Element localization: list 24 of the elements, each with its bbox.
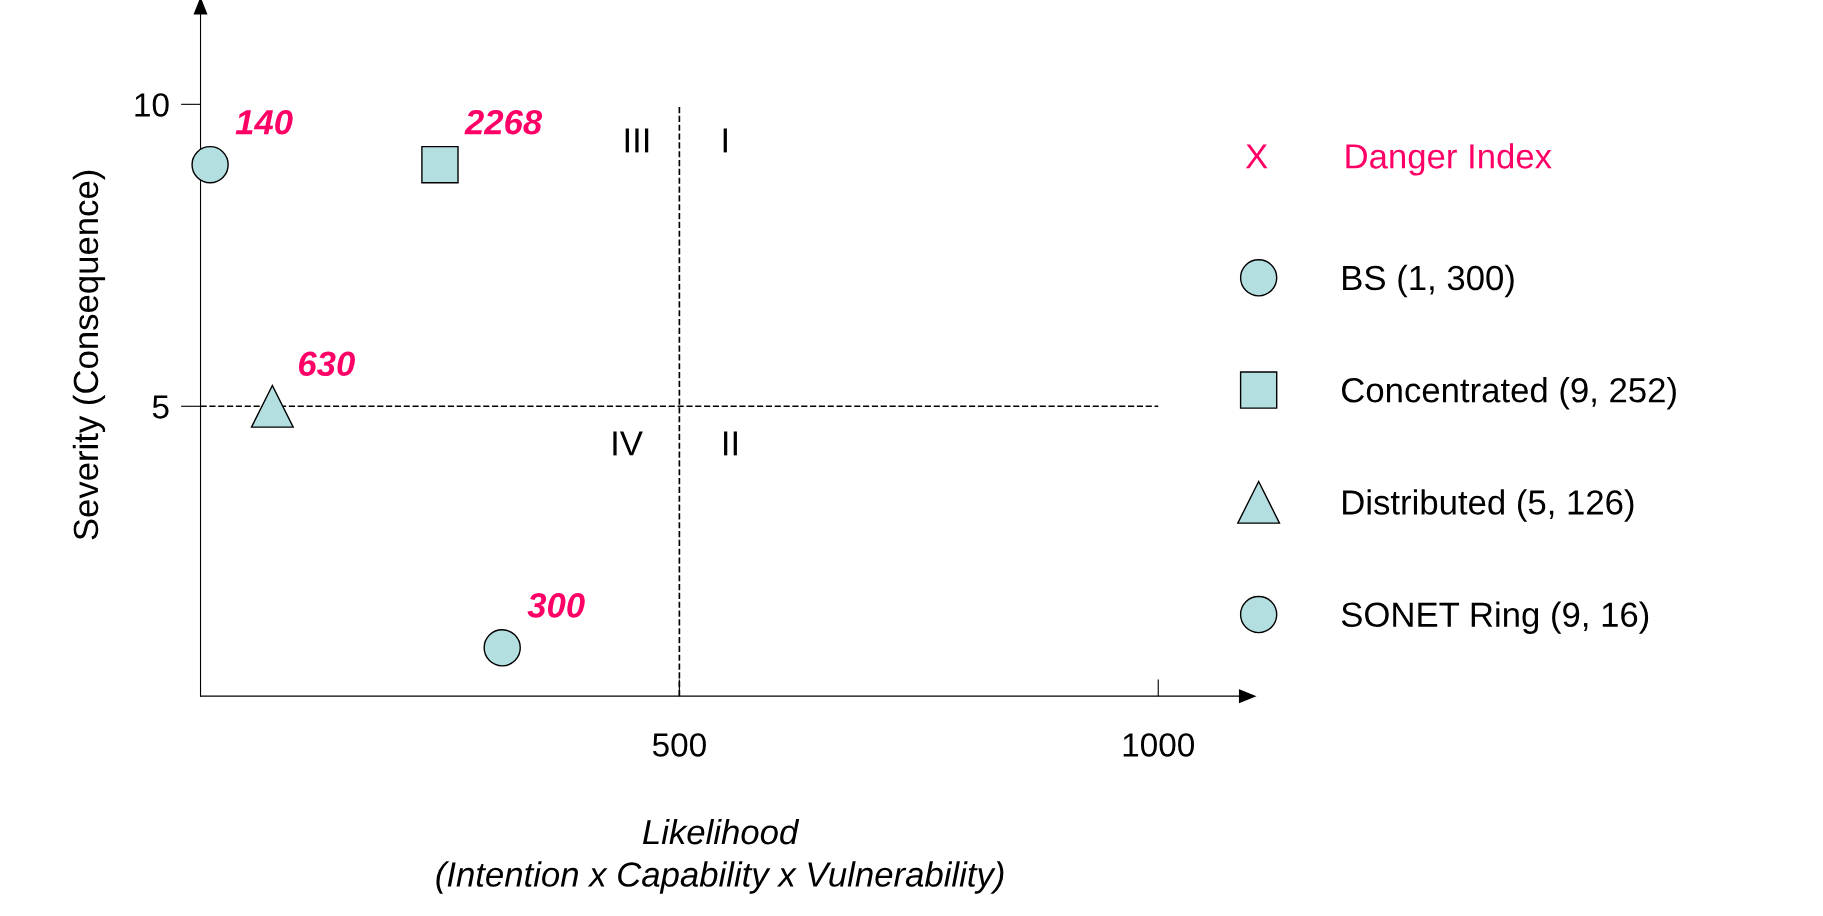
annotation: 2268	[464, 109, 543, 135]
text: X	[1245, 144, 1268, 169]
annotation: III	[625, 128, 649, 153]
annotation: 630	[298, 351, 355, 377]
annotation: I	[723, 128, 727, 153]
point	[483, 629, 521, 667]
legend-label: Concentrated (9, 252)	[1342, 377, 1676, 410]
annotation: 140	[235, 109, 293, 135]
point	[250, 384, 294, 428]
point	[191, 145, 229, 184]
annotation: II	[724, 431, 737, 456]
annotation: 300	[527, 593, 585, 618]
legend-label: Distributed (5, 126)	[1343, 489, 1634, 522]
y-axis-title: Severity (Consequence)	[72, 170, 106, 540]
annotation: IV	[613, 431, 643, 456]
x-axis-title: Likelihood (Intention x Capability x Vulnerability)	[436, 818, 1004, 894]
legend-label: SONET Ring (9, 16)	[1341, 601, 1649, 634]
text: Danger Index	[1346, 143, 1552, 176]
x-tick-label: 1000	[1123, 733, 1195, 757]
x-tick-label: 500	[652, 733, 706, 757]
point	[421, 145, 459, 184]
legend-label: BS (1, 300)	[1343, 264, 1514, 298]
y-tick-label: 10	[135, 93, 169, 117]
y-tick-label: 5	[152, 395, 169, 419]
